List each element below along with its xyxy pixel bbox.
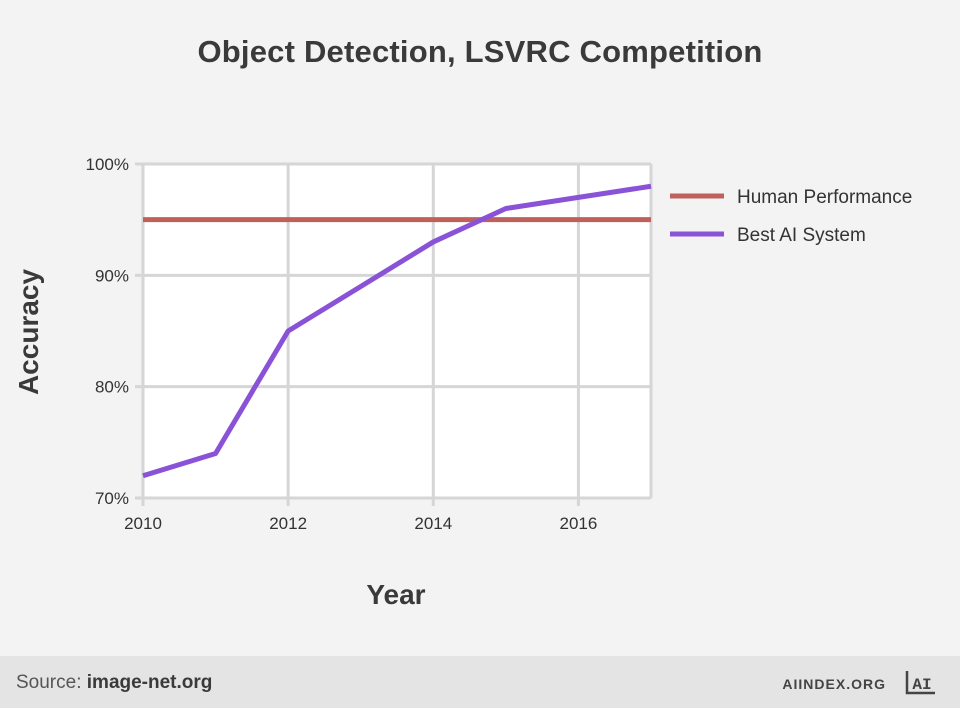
source-value: image-net.org bbox=[86, 672, 213, 693]
legend: Human Performance Best AI System bbox=[670, 187, 912, 246]
x-tick-label: 2014 bbox=[414, 514, 452, 533]
chart-title: Object Detection, LSVRC Competition bbox=[197, 34, 763, 69]
source-note: Source: image-net.org bbox=[16, 672, 212, 694]
x-axis-label: Year bbox=[366, 579, 425, 610]
y-axis-label: Accuracy bbox=[13, 269, 44, 396]
line-chart: 70% 80% 90% 100% 2010 2012 2014 2016 Human Per… bbox=[13, 155, 912, 610]
y-tick-label: 90% bbox=[95, 266, 129, 285]
y-axis-ticks: 70% 80% 90% 100% bbox=[86, 155, 129, 508]
x-axis-ticks: 2010 2012 2014 2016 bbox=[124, 514, 597, 533]
series-lines bbox=[142, 183, 652, 479]
logo-text: AI bbox=[912, 676, 931, 694]
x-tick-label: 2010 bbox=[124, 514, 162, 533]
ai-index-logo: AI bbox=[905, 671, 935, 695]
footer: Source: image-net.org AIINDEX.ORG AI bbox=[0, 656, 960, 708]
y-tick-label: 70% bbox=[95, 489, 129, 508]
source-label: Source: bbox=[16, 672, 82, 693]
y-tick-label: 80% bbox=[95, 378, 129, 397]
legend-label: Human Performance bbox=[737, 187, 912, 208]
y-tick-label: 100% bbox=[86, 155, 129, 174]
legend-label: Best AI System bbox=[737, 225, 866, 246]
x-tick-label: 2016 bbox=[560, 514, 598, 533]
brand-text: AIINDEX.ORG bbox=[782, 676, 886, 692]
x-tick-label: 2012 bbox=[269, 514, 307, 533]
series-line-1 bbox=[142, 183, 652, 479]
